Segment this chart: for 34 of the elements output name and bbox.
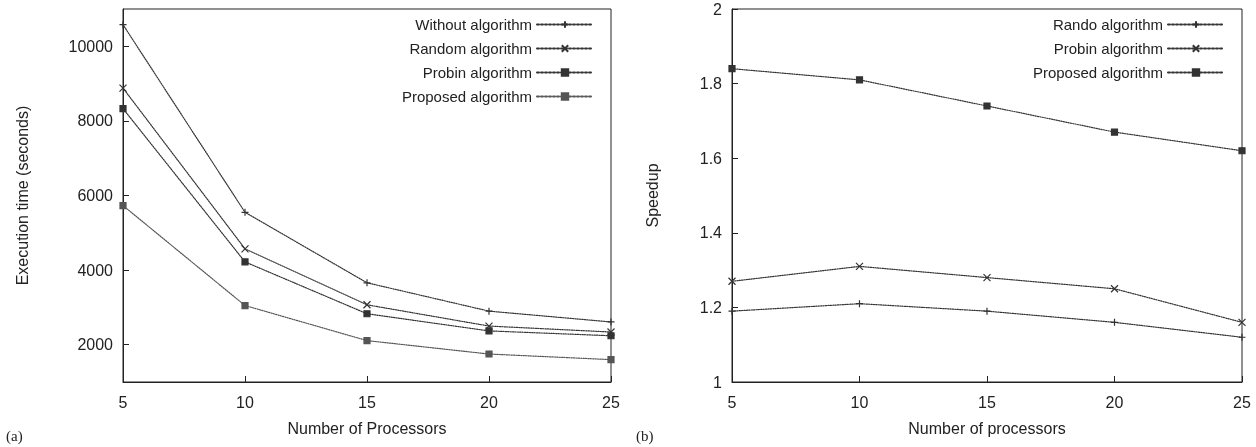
x-tick-label: 15 (358, 393, 376, 411)
y-tick-label: 2000 (77, 336, 114, 354)
y-tick-label: 1 (713, 373, 723, 391)
y-axis-title: Execution time (seconds) (13, 105, 31, 286)
legend-label: Without algorithm (415, 16, 532, 33)
y-tick-label: 8000 (77, 112, 114, 130)
y-tick-label: 1.6 (699, 149, 723, 167)
x-axis-title: Number of processors (908, 419, 1066, 437)
legend-label: Proposed algorithm (1032, 64, 1163, 81)
y-tick-label: 4000 (77, 261, 114, 279)
x-tick-label: 25 (602, 393, 620, 411)
x-tick-label: 20 (1105, 393, 1124, 411)
legend-label: Proposed algorithm (401, 88, 532, 105)
text: (a) (6, 427, 23, 445)
y-tick-label: 1.4 (699, 224, 723, 242)
y-tick-label: 1.8 (699, 75, 723, 93)
legend-label: Probin algorithm (422, 64, 532, 81)
text: (b) (636, 427, 654, 445)
y-tick-label: 6000 (77, 187, 114, 204)
y-axis-title: Speedup (643, 163, 661, 228)
x-axis-title: Number of Processors (287, 419, 447, 437)
legend-label: Rando algorithm (1052, 16, 1163, 33)
x-tick-label: 10 (236, 393, 254, 411)
y-tick-label: 2 (713, 0, 723, 18)
y-tick-label: 10000 (68, 37, 114, 55)
y-tick-label: 1.2 (699, 298, 723, 316)
legend-label: Probin algorithm (1053, 40, 1163, 57)
x-tick-label: 5 (727, 393, 737, 411)
x-tick-label: 15 (978, 393, 996, 411)
x-tick-label: 5 (118, 393, 128, 411)
x-tick-label: 25 (1233, 393, 1251, 411)
legend-label: Random algorithm (409, 40, 532, 57)
x-tick-label: 10 (850, 393, 869, 411)
x-tick-label: 20 (480, 393, 498, 411)
